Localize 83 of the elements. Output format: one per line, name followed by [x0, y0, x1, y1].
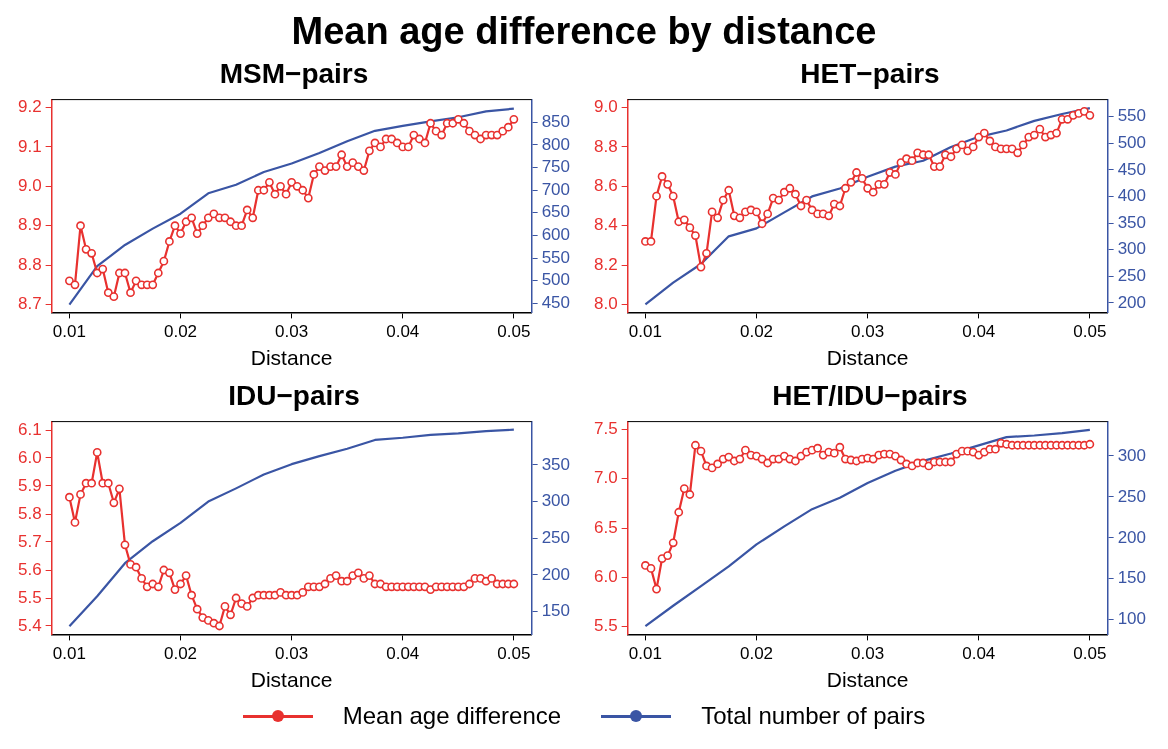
y2-tick-label: 800 — [541, 134, 571, 154]
y-tick-label: 9.0 — [593, 97, 618, 117]
legend-label: Mean age difference — [342, 702, 562, 730]
y2-tick-label: 200 — [541, 564, 571, 584]
y-tick-label: 6.0 — [17, 447, 42, 467]
y-tick-label: 8.6 — [593, 175, 618, 195]
x-tick-label: 0.01 — [628, 644, 662, 664]
x-tick-label: 0.05 — [1073, 322, 1107, 342]
y-tick-label: 9.0 — [17, 175, 42, 195]
y-tick-label: 5.6 — [17, 559, 42, 579]
y-tick-label: 9.1 — [17, 136, 42, 156]
x-tick-label: 0.01 — [628, 322, 662, 342]
chart-title: HET/IDU−pairs — [772, 379, 968, 411]
y2-tick-label: 300 — [1117, 445, 1147, 465]
y2-tick-label: 400 — [1117, 186, 1147, 206]
y2-tick-label: 150 — [1117, 568, 1147, 588]
y2-tick-label: 700 — [541, 179, 571, 199]
x-tick-label: 0.01 — [52, 644, 86, 664]
y2-tick-label: 650 — [541, 202, 571, 222]
y-tick-label: 8.8 — [17, 254, 42, 274]
x-tick-label: 0.02 — [163, 322, 198, 342]
y2-tick-label: 200 — [1117, 527, 1147, 547]
y2-tick-label: 750 — [541, 157, 571, 177]
legend-label: Total number of pairs — [701, 702, 926, 730]
x-axis-title: Distance — [250, 346, 333, 370]
y-tick-label: 5.5 — [593, 616, 618, 636]
y2-tick-label: 150 — [541, 601, 571, 621]
x-tick-label: 0.04 — [962, 644, 996, 664]
y2-tick-label: 500 — [541, 270, 571, 290]
x-tick-label: 0.03 — [275, 644, 309, 664]
y2-tick-label: 350 — [1117, 212, 1147, 232]
y2-tick-label: 250 — [1117, 486, 1147, 506]
y2-tick-label: 500 — [1117, 132, 1147, 152]
x-tick-label: 0.05 — [497, 322, 531, 342]
y-tick-label: 7.0 — [593, 468, 618, 488]
x-tick-label: 0.04 — [386, 322, 420, 342]
y-tick-label: 5.5 — [17, 587, 42, 607]
x-tick-label: 0.03 — [851, 644, 885, 664]
x-tick-label: 0.03 — [275, 322, 309, 342]
x-tick-label: 0.02 — [739, 322, 774, 342]
y2-tick-label: 450 — [541, 293, 571, 313]
text: Mean age difference by distance — [290, 9, 878, 54]
x-tick-label: 0.02 — [739, 644, 774, 664]
y-tick-label: 6.1 — [17, 419, 42, 439]
x-axis-title: Distance — [826, 668, 909, 692]
y2-tick-label: 450 — [1117, 159, 1147, 179]
x-tick-label: 0.01 — [52, 322, 86, 342]
y-tick-label: 5.8 — [17, 503, 42, 523]
x-tick-label: 0.04 — [962, 322, 996, 342]
x-axis-title: Distance — [826, 346, 909, 370]
y2-tick-label: 100 — [1117, 609, 1147, 629]
y2-tick-label: 250 — [541, 527, 571, 547]
y-tick-label: 5.7 — [17, 531, 42, 551]
y2-tick-label: 600 — [541, 225, 571, 245]
x-tick-label: 0.03 — [851, 322, 885, 342]
y-tick-label: 8.9 — [17, 215, 42, 235]
x-tick-label: 0.05 — [497, 644, 531, 664]
y-tick-label: 6.5 — [593, 517, 618, 537]
y2-tick-label: 550 — [541, 247, 571, 267]
y2-tick-label: 300 — [541, 491, 571, 511]
chart-title: MSM−pairs — [219, 57, 369, 89]
y-tick-label: 8.4 — [593, 215, 618, 235]
y-tick-label: 7.5 — [593, 419, 618, 439]
y2-tick-label: 850 — [541, 111, 571, 131]
x-axis-title: Distance — [250, 668, 333, 692]
y-tick-label: 8.2 — [593, 254, 618, 274]
y2-tick-label: 550 — [1117, 106, 1147, 126]
y-tick-label: 5.4 — [17, 615, 42, 635]
y-tick-label: 5.9 — [17, 475, 42, 495]
y2-tick-label: 200 — [1117, 292, 1147, 312]
y-tick-label: 6.0 — [593, 566, 618, 586]
y-tick-label: 8.7 — [17, 294, 42, 314]
chart-title: HET−pairs — [800, 57, 940, 89]
y-tick-label: 8.8 — [593, 136, 618, 156]
y2-tick-label: 350 — [541, 454, 571, 474]
x-tick-label: 0.02 — [163, 644, 198, 664]
y-tick-label: 9.2 — [17, 97, 42, 117]
y2-tick-label: 250 — [1117, 265, 1147, 285]
x-tick-label: 0.04 — [386, 644, 420, 664]
y2-tick-label: 300 — [1117, 239, 1147, 259]
y-tick-label: 8.0 — [593, 294, 618, 314]
chart-title: IDU−pairs — [228, 379, 360, 411]
x-tick-label: 0.05 — [1073, 644, 1107, 664]
